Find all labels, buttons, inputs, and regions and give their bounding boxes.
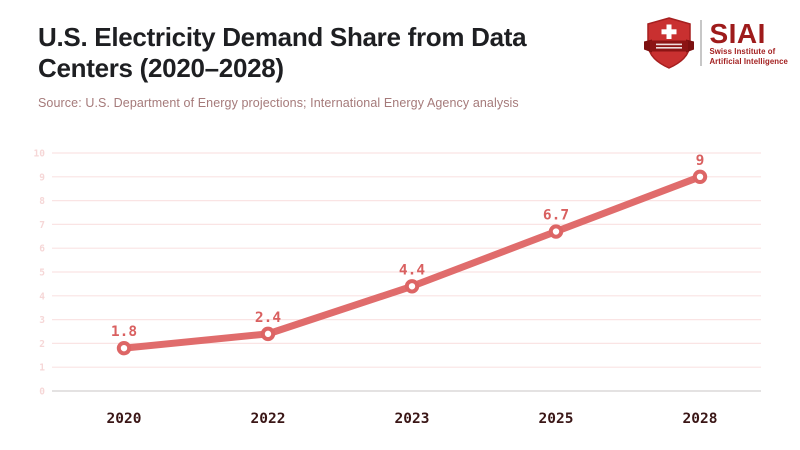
x-tick-label: 2023 <box>395 411 430 427</box>
data-point-label: 2.4 <box>255 310 281 326</box>
y-tick-label: 9 <box>39 172 45 183</box>
y-tick-label: 7 <box>39 220 45 231</box>
data-point <box>116 340 132 356</box>
x-tick-label: 2020 <box>107 411 142 427</box>
page-title-line-1: U.S. Electricity Demand Share from Data <box>38 22 527 52</box>
data-point-label: 1.8 <box>111 324 137 340</box>
swiss-shield-icon <box>644 17 695 69</box>
y-tick-label: 6 <box>39 244 45 255</box>
logo-acronym: SIAI <box>709 18 766 49</box>
y-tick-label: 2 <box>39 339 45 350</box>
y-tick-label: 10 <box>34 149 46 160</box>
x-tick-label: 2022 <box>251 411 286 427</box>
y-tick-label: 3 <box>39 315 45 326</box>
chart-area: 0 1 2 3 4 5 6 7 8 9 10 2020 2022 2023 2025 2028 1.8 2.4 4.… <box>0 145 800 445</box>
source-note: Source: U.S. Department of Energy projec… <box>38 96 519 110</box>
data-point-label: 6.7 <box>543 208 569 224</box>
data-point <box>260 326 276 342</box>
y-tick-label: 0 <box>39 387 45 398</box>
data-point-label: 9 <box>696 153 705 169</box>
data-point <box>548 224 564 239</box>
x-tick-label: 2025 <box>539 411 574 427</box>
logo-name-line-1: Swiss Institute of <box>709 47 776 56</box>
data-point-label: 4.4 <box>399 262 425 278</box>
y-tick-label: 4 <box>39 291 45 302</box>
logo-text: SIAI Swiss Institute of Artificial Intel… <box>709 20 788 66</box>
y-tick-label: 5 <box>39 268 45 279</box>
y-tick-label: 8 <box>39 196 45 207</box>
chart-header: U.S. Electricity Demand Share from Data … <box>38 22 638 110</box>
data-point <box>404 279 420 294</box>
siai-logo: SIAI Swiss Institute of Artificial Intel… <box>643 15 788 71</box>
y-tick-label: 1 <box>39 363 45 374</box>
logo-name-line-2: Artificial Intelligence <box>709 56 788 66</box>
x-tick-label: 2028 <box>683 411 718 427</box>
data-point <box>692 169 708 184</box>
page-title-line-2: Centers (2020–2028) <box>38 53 284 83</box>
line-chart: 0 1 2 3 4 5 6 7 8 9 10 2020 2022 2023 2025 2028 1.8 2.4 4.… <box>34 149 761 427</box>
logo-divider <box>700 20 703 66</box>
